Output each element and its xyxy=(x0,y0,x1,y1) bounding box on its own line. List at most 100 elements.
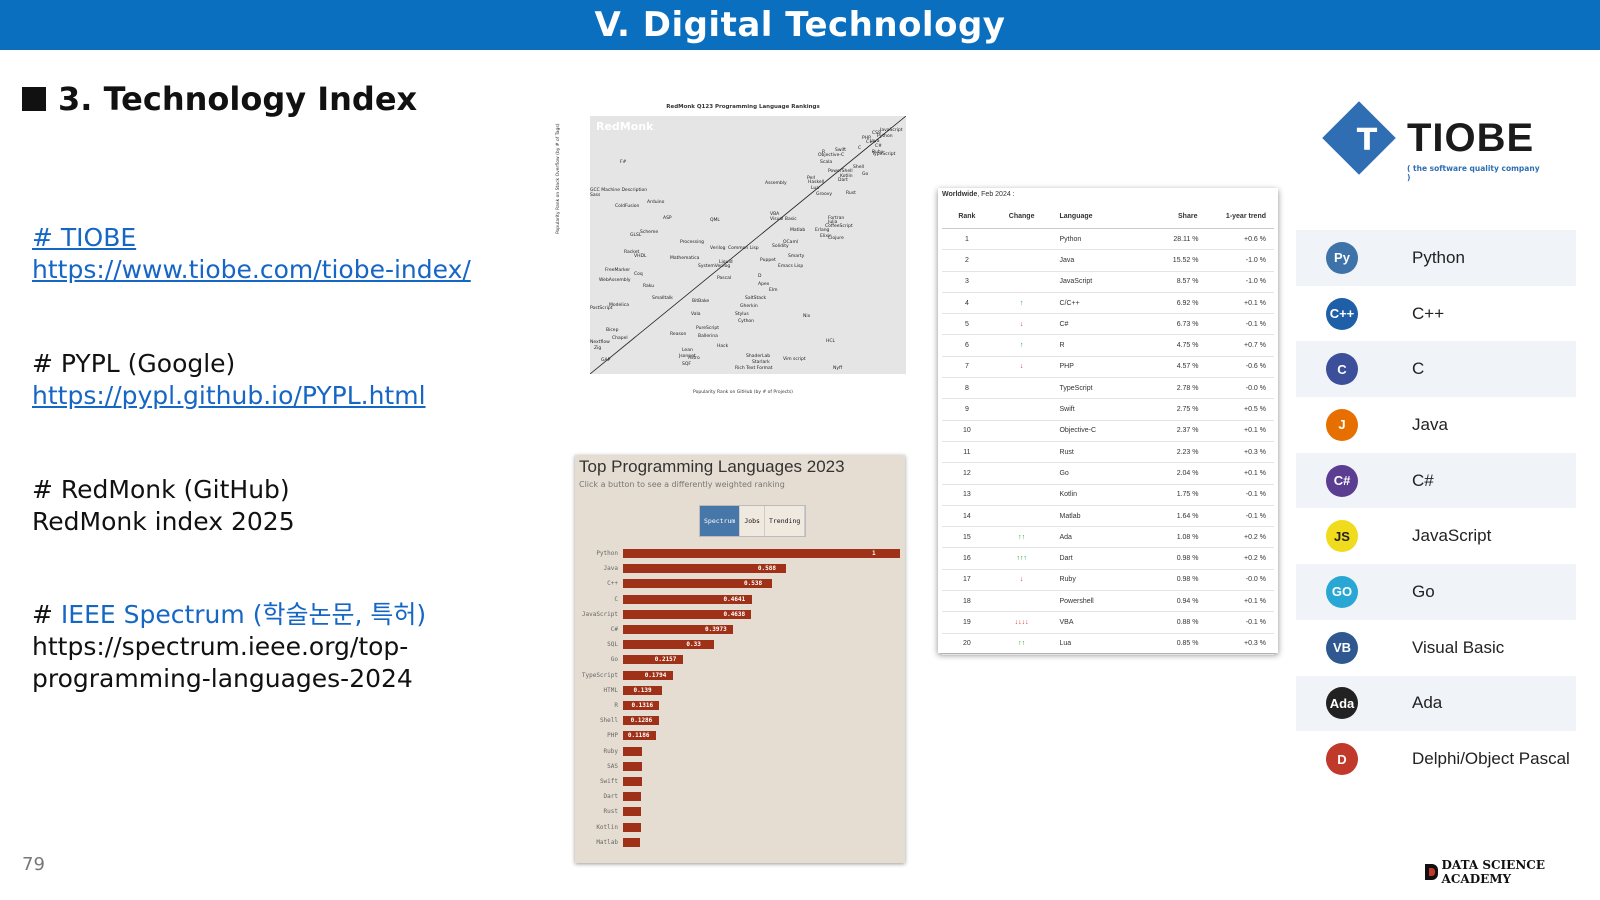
bar xyxy=(623,837,640,847)
table-row: 20 ↑↑ Lua 0.85 % +0.3 % xyxy=(942,633,1274,655)
language-name: Ada xyxy=(1412,693,1443,713)
tiobe-index-table: Worldwide, Feb 2024 : Rank Change Langua… xyxy=(938,188,1278,655)
trend-cell: +0.1 % xyxy=(1198,420,1274,442)
bar-category-label: C xyxy=(614,595,618,603)
change-cell xyxy=(991,441,1052,464)
scatter-point-label: GLSL xyxy=(630,233,642,238)
language-name: Python xyxy=(1412,247,1465,267)
pypl-link-block: # PYPL (Google) https://pypl.github.io/P… xyxy=(32,348,426,412)
bar-value-label: 0.139 xyxy=(633,686,652,694)
visual-basic-icon: VB xyxy=(1326,631,1358,664)
scatter-point-label: Ballerina xyxy=(698,334,718,339)
tiobe-label-link[interactable]: # TIOBE xyxy=(32,223,137,252)
language-cell: TypeScript xyxy=(1051,377,1140,400)
table-row: 1 Python 28.11 % +0.6 % xyxy=(942,228,1274,251)
bar xyxy=(623,640,715,650)
table-row: 6 ↑ R 4.75 % +0.7 % xyxy=(942,334,1274,357)
language-cell: C# xyxy=(1051,313,1140,336)
slide-header: V. Digital Technology xyxy=(0,0,1600,50)
square-bullet-icon xyxy=(22,87,46,111)
scatter-point-label: Emacs Lisp xyxy=(778,264,804,269)
change-cell: ↓ xyxy=(991,356,1052,379)
header-rank: Rank xyxy=(942,204,992,229)
bar-value-label: 0.1286 xyxy=(630,717,653,725)
share-cell: 28.11 % xyxy=(1139,228,1199,251)
academy-logo-icon xyxy=(1425,864,1438,880)
delphi-icon: D xyxy=(1326,743,1358,776)
scatter-point-label: C# xyxy=(875,144,882,149)
trend-cell: +0.6 % xyxy=(1198,228,1274,251)
jobs-button[interactable]: Jobs xyxy=(740,506,765,536)
table-row: 12 Go 2.04 % +0.1 % xyxy=(942,462,1274,485)
language-cell: Rust xyxy=(1051,441,1140,464)
bar-category-label: R xyxy=(614,702,618,709)
python-icon: Py xyxy=(1326,241,1358,274)
tiobe-url-link[interactable]: https://www.tiobe.com/tiobe-index/ xyxy=(32,255,471,284)
c-icon: C xyxy=(1326,353,1358,386)
rank-cell: 9 xyxy=(942,398,992,421)
table-row: 18 Powershell 0.94 % +0.1 % xyxy=(942,590,1274,613)
tiobe-t-glyph-icon: T xyxy=(1356,123,1378,158)
trend-cell: +0.3 % xyxy=(1198,633,1274,655)
scatter-point-label: Elm xyxy=(769,288,778,293)
scatter-point-label: VBA xyxy=(770,212,780,217)
language-cell: Dart xyxy=(1051,547,1140,570)
table-row: 4 ↑ C/C++ 6.92 % +0.1 % xyxy=(942,292,1274,315)
bar-value-label: 0.1316 xyxy=(631,702,654,709)
scatter-point-label: Racket xyxy=(624,250,640,255)
scatter-point-label: Solidity xyxy=(772,244,789,249)
bar-category-label: Dart xyxy=(603,793,618,801)
ada-icon: Ada xyxy=(1326,687,1358,720)
scatter-point-label: Raku xyxy=(643,284,655,289)
trend-cell: +0.3 % xyxy=(1198,441,1274,464)
table-row: 2 Java 15.52 % -1.0 % xyxy=(942,249,1274,272)
language-name: Go xyxy=(1412,581,1435,601)
trend-cell: +0.1 % xyxy=(1198,292,1274,315)
section-title: 3. Technology Index xyxy=(22,80,417,118)
scatter-point-label: Chapel xyxy=(612,336,628,341)
bar xyxy=(623,579,773,589)
language-name: JavaScript xyxy=(1412,526,1492,546)
pypl-url-link[interactable]: https://pypl.github.io/PYPL.html xyxy=(32,381,426,410)
trend-cell: -0.1 % xyxy=(1198,611,1274,634)
rank-cell: 2 xyxy=(942,249,992,272)
rank-cell: 4 xyxy=(942,292,992,315)
scatter-point-label: Hack xyxy=(717,344,729,349)
share-cell: 0.98 % xyxy=(1139,547,1199,570)
scatter-point-label: Nyff xyxy=(833,366,843,371)
share-cell: 2.75 % xyxy=(1139,398,1199,421)
scatter-point-label: JavaScript xyxy=(880,128,903,133)
scatter-point-label: SaltStack xyxy=(745,296,767,301)
trending-button[interactable]: Trending xyxy=(764,506,806,536)
bar xyxy=(623,670,673,680)
bar-value-label: 0.4638 xyxy=(723,610,746,618)
language-cell: Ruby xyxy=(1051,569,1140,592)
ieee-label-link[interactable]: IEEE Spectrum (학술논문, 특허) xyxy=(60,600,427,629)
table-row: 19 ↓↓↓↓ VBA 0.88 % -0.1 % xyxy=(942,611,1274,634)
table-row: 8 TypeScript 2.78 % -0.0 % xyxy=(942,377,1274,400)
scatter-point-label: Erlang xyxy=(815,228,830,233)
change-cell xyxy=(991,420,1052,442)
scatter-point-label: Pascal xyxy=(717,276,732,281)
language-cell: Go xyxy=(1051,462,1140,485)
language-cell: PHP xyxy=(1051,356,1140,379)
change-cell xyxy=(991,590,1052,613)
scatter-point-label: Julia xyxy=(828,220,838,225)
ieee-url-line2: programming-languages-2024 xyxy=(32,664,413,693)
share-cell: 2.37 % xyxy=(1139,420,1199,442)
table-row: 5 ↓ C# 6.73 % -0.1 % xyxy=(942,313,1274,336)
bar xyxy=(623,685,662,695)
language-name: C++ xyxy=(1412,303,1445,323)
scatter-point-label: Vala xyxy=(691,312,701,317)
list-item: C++ C++ xyxy=(1296,286,1576,342)
change-cell xyxy=(991,249,1052,272)
scatter-point-label: Starlark xyxy=(752,360,770,365)
spectrum-button[interactable]: Spectrum xyxy=(700,506,741,536)
share-cell: 0.98 % xyxy=(1139,569,1199,592)
tiobe-language-list: Py Python C++ C++ C C J Java C# C# JS JavaScript GO G… xyxy=(1296,230,1576,787)
language-name: C# xyxy=(1412,470,1434,490)
bar-category-label: SQL xyxy=(607,641,618,649)
bar-category-label: Go xyxy=(610,656,618,664)
share-cell: 1.08 % xyxy=(1139,526,1199,549)
language-cell: JavaScript xyxy=(1051,271,1140,293)
